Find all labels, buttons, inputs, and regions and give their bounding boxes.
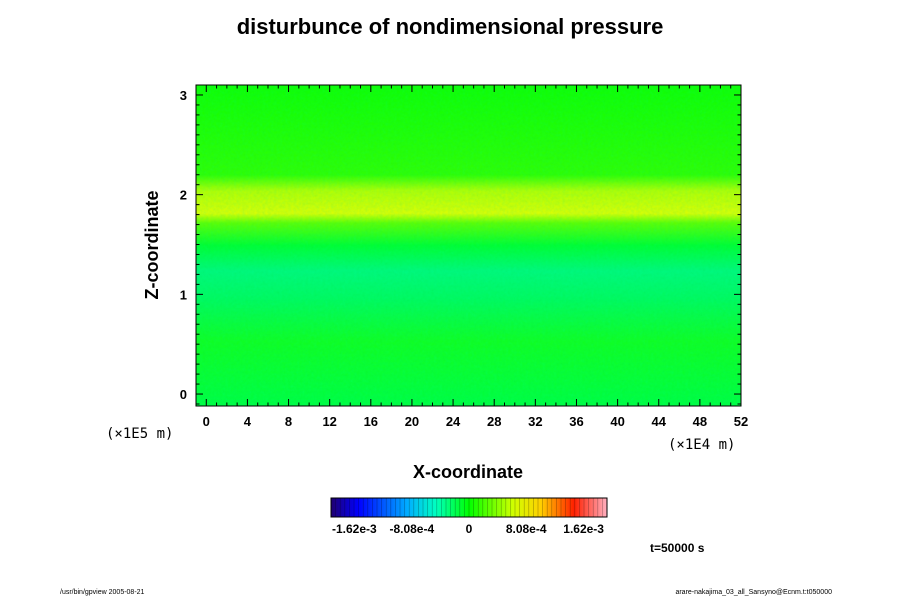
x-tick-label: 0 bbox=[203, 414, 210, 429]
y-tick-label: 3 bbox=[180, 88, 187, 103]
footer-right: arare-nakajima_03_all_Sansyno@Ecnm.t:t05… bbox=[675, 589, 832, 596]
x-tick-label: 32 bbox=[528, 414, 542, 429]
x-tick-label: 36 bbox=[569, 414, 583, 429]
x-axis-title: X-coordinate bbox=[413, 462, 523, 482]
x-axis-ticks: 0 4 8 12 16 20 24 28 32 36 40 44 48 52 bbox=[203, 85, 748, 429]
x-tick-label: 40 bbox=[610, 414, 624, 429]
plot-frame bbox=[195, 84, 742, 407]
x-scale-label: (×1E4 m) bbox=[668, 437, 735, 453]
time-label: t=50000 s bbox=[650, 541, 705, 555]
colorbar-tick-label: 1.62e-3 bbox=[563, 522, 604, 536]
colorbar: -1.62e-3 -8.08e-4 0 8.08e-4 1.62e-3 bbox=[330, 497, 608, 536]
x-tick-label: 12 bbox=[322, 414, 336, 429]
x-tick-label: 44 bbox=[652, 414, 667, 429]
chart-title: disturbunce of nondimensional pressure bbox=[236, 14, 664, 39]
y-tick-label: 2 bbox=[180, 188, 187, 203]
colorbar-tick-label: 0 bbox=[466, 522, 473, 536]
y-tick-label: 1 bbox=[180, 287, 187, 302]
y-axis-ticks: 0 1 2 3 bbox=[180, 88, 741, 405]
colorbar-tick-label: -8.08e-4 bbox=[389, 522, 434, 536]
y-scale-label: (×1E5 m) bbox=[106, 426, 173, 442]
colorbar-tick-label: 8.08e-4 bbox=[506, 522, 547, 536]
colorbar-gradient bbox=[331, 498, 607, 517]
heatmap-field bbox=[196, 85, 741, 406]
heatmap-noise bbox=[196, 85, 741, 406]
x-tick-label: 20 bbox=[405, 414, 419, 429]
x-tick-label: 16 bbox=[364, 414, 378, 429]
x-tick-label: 28 bbox=[487, 414, 501, 429]
footer-left: /usr/bin/gpview 2005-08-21 bbox=[60, 589, 145, 596]
y-tick-label: 0 bbox=[180, 387, 187, 402]
x-tick-label: 52 bbox=[734, 414, 748, 429]
x-tick-label: 8 bbox=[285, 414, 292, 429]
x-tick-label: 4 bbox=[244, 414, 252, 429]
colorbar-tick-label: -1.62e-3 bbox=[332, 522, 377, 536]
y-axis-title: Z-coordinate bbox=[142, 190, 162, 299]
colorbar-frame bbox=[330, 497, 608, 518]
x-tick-label: 48 bbox=[693, 414, 707, 429]
x-tick-label: 24 bbox=[446, 414, 461, 429]
